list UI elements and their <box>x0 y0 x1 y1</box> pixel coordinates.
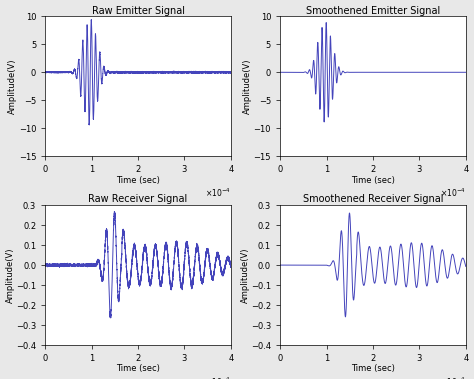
Text: $\times10^{-4}$: $\times10^{-4}$ <box>205 376 231 379</box>
X-axis label: Time (sec): Time (sec) <box>351 365 395 373</box>
Y-axis label: Amplitude(V): Amplitude(V) <box>243 58 252 114</box>
X-axis label: Time (sec): Time (sec) <box>351 175 395 185</box>
Y-axis label: Amplitude(V): Amplitude(V) <box>9 58 18 114</box>
Text: $\times10^{-4}$: $\times10^{-4}$ <box>440 376 466 379</box>
X-axis label: Time (sec): Time (sec) <box>116 175 160 185</box>
Y-axis label: Amplitude(V): Amplitude(V) <box>240 247 249 303</box>
Title: Raw Receiver Signal: Raw Receiver Signal <box>89 194 188 204</box>
Text: $\times10^{-4}$: $\times10^{-4}$ <box>440 187 466 199</box>
Text: $\times10^{-4}$: $\times10^{-4}$ <box>205 187 231 199</box>
Title: Smoothened Receiver Signal: Smoothened Receiver Signal <box>303 194 443 204</box>
Y-axis label: Amplitude(V): Amplitude(V) <box>6 247 15 303</box>
Title: Smoothened Emitter Signal: Smoothened Emitter Signal <box>306 6 440 16</box>
X-axis label: Time (sec): Time (sec) <box>116 365 160 373</box>
Title: Raw Emitter Signal: Raw Emitter Signal <box>91 6 184 16</box>
